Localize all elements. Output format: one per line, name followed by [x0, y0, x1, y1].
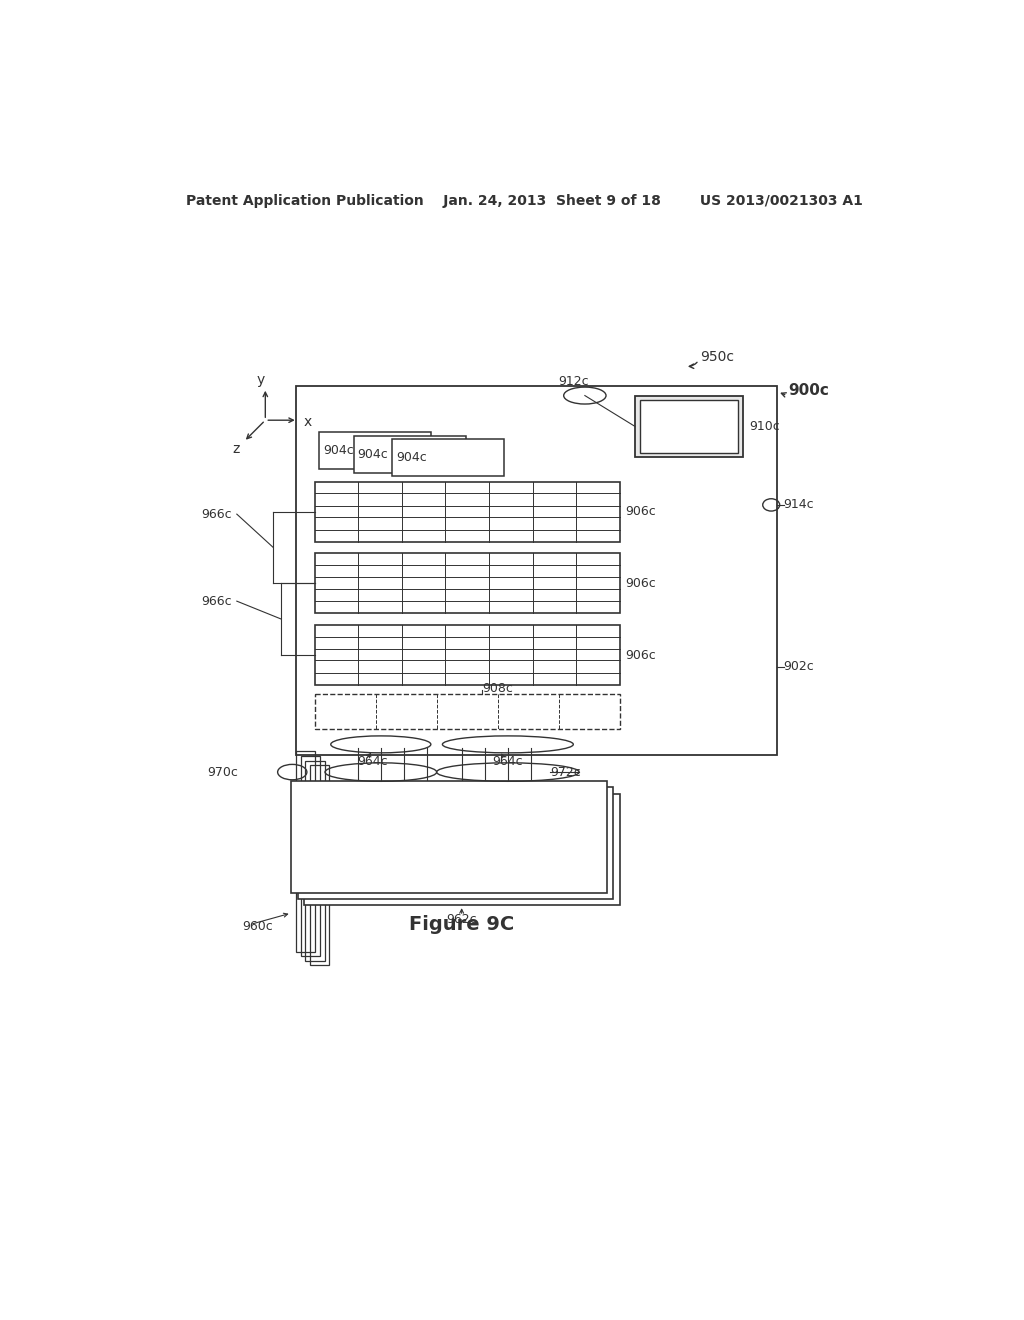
Bar: [315, 482, 620, 541]
Text: 904c: 904c: [357, 447, 388, 461]
Text: 906c: 906c: [626, 648, 656, 661]
Bar: [315, 626, 620, 685]
Text: 910c: 910c: [749, 420, 779, 433]
Bar: [635, 396, 742, 457]
Text: 912c: 912c: [559, 375, 589, 388]
Bar: [296, 751, 315, 952]
Text: 900c: 900c: [788, 383, 829, 399]
Bar: [301, 756, 319, 956]
Bar: [392, 440, 504, 477]
Text: 964c: 964c: [493, 755, 523, 768]
Bar: [298, 788, 613, 899]
Bar: [315, 694, 620, 729]
Text: 964c: 964c: [357, 755, 388, 768]
Text: 902c: 902c: [783, 660, 814, 673]
Text: 966c: 966c: [202, 594, 232, 607]
Text: x: x: [304, 414, 312, 429]
Text: 904c: 904c: [396, 451, 427, 465]
Text: 972c: 972c: [550, 766, 581, 779]
Bar: [319, 432, 431, 469]
Text: 960c: 960c: [243, 920, 273, 933]
Text: 906c: 906c: [626, 506, 656, 519]
Text: 966c: 966c: [202, 508, 232, 520]
Text: 914c: 914c: [783, 499, 814, 511]
Bar: [640, 400, 738, 453]
Bar: [304, 793, 620, 906]
Text: z: z: [232, 442, 240, 457]
Bar: [315, 553, 620, 614]
Text: 904c: 904c: [323, 444, 354, 457]
Bar: [310, 766, 330, 965]
Text: Patent Application Publication    Jan. 24, 2013  Sheet 9 of 18        US 2013/00: Patent Application Publication Jan. 24, …: [186, 194, 863, 207]
Text: Figure 9C: Figure 9C: [409, 915, 514, 935]
Bar: [296, 385, 777, 755]
Text: 908c: 908c: [482, 681, 513, 694]
Text: 970c: 970c: [208, 766, 239, 779]
Text: 950c: 950c: [700, 350, 734, 364]
Text: y: y: [257, 374, 265, 387]
Text: 906c: 906c: [626, 577, 656, 590]
Bar: [292, 781, 607, 892]
Bar: [305, 760, 325, 961]
Text: 962c: 962c: [446, 912, 477, 925]
Bar: [354, 436, 466, 473]
